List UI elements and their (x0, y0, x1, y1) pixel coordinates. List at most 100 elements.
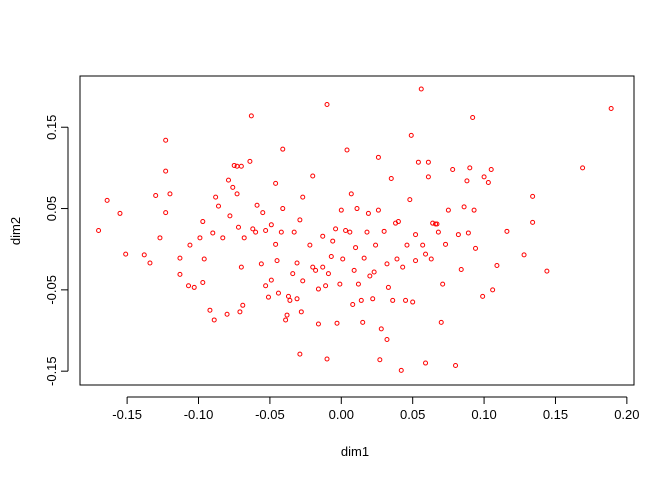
point (263, 283, 269, 289)
point (334, 320, 340, 326)
point (280, 206, 286, 212)
point (384, 261, 390, 267)
point (488, 167, 494, 173)
point (467, 165, 473, 171)
point (297, 217, 303, 223)
point (413, 258, 419, 264)
point (544, 268, 550, 274)
point (310, 264, 316, 270)
point (440, 281, 446, 287)
point (420, 242, 426, 248)
point (490, 287, 496, 293)
point (278, 229, 284, 235)
point (191, 284, 197, 290)
point (163, 168, 169, 174)
point (104, 197, 110, 203)
point (325, 271, 331, 277)
point (580, 165, 586, 171)
point (407, 197, 413, 203)
point (287, 297, 293, 303)
point (425, 174, 431, 180)
point (300, 278, 306, 284)
point (367, 273, 373, 279)
point (153, 193, 159, 199)
point (504, 228, 510, 234)
point (494, 262, 500, 268)
point (445, 207, 451, 213)
point (260, 210, 266, 216)
point (381, 228, 387, 234)
point (263, 228, 269, 233)
point (313, 267, 319, 273)
point (455, 232, 461, 238)
point (297, 351, 303, 357)
point (238, 264, 244, 270)
point (211, 317, 217, 323)
point (355, 281, 361, 287)
point (167, 191, 173, 197)
point (248, 113, 254, 119)
point (351, 267, 357, 273)
point (220, 235, 226, 241)
point (273, 180, 279, 186)
point (247, 158, 253, 164)
point (375, 154, 381, 160)
point (408, 132, 414, 138)
point (418, 86, 424, 92)
point (207, 307, 213, 313)
point (330, 238, 336, 244)
point (450, 167, 456, 173)
point (358, 297, 364, 303)
point (398, 367, 404, 373)
point (234, 191, 240, 197)
point (163, 137, 169, 143)
x-tick-label: 0.15 (543, 407, 568, 422)
point (320, 264, 326, 270)
point (373, 242, 379, 248)
point (400, 264, 406, 270)
point (268, 277, 274, 283)
point (96, 228, 102, 233)
point (294, 260, 300, 266)
point (395, 219, 401, 225)
y-tick-label: -0.05 (44, 275, 59, 305)
point (250, 226, 256, 232)
point (163, 210, 169, 216)
point (377, 357, 383, 363)
point (238, 163, 244, 169)
point (177, 255, 183, 261)
point (423, 251, 429, 257)
y-tick-label: 0.05 (44, 196, 59, 221)
y-axis-label: dim2 (8, 217, 23, 245)
point (216, 203, 221, 209)
point (280, 146, 286, 152)
point (333, 226, 339, 232)
point (210, 230, 216, 236)
point (608, 106, 614, 112)
point (453, 362, 459, 368)
point (227, 213, 233, 219)
point (230, 184, 236, 190)
point (438, 319, 444, 325)
point (481, 174, 487, 180)
x-tick-label: 0.20 (614, 407, 639, 422)
point (291, 229, 297, 235)
point (224, 311, 230, 317)
point (350, 301, 356, 307)
point (521, 252, 527, 258)
point (344, 147, 350, 153)
point (378, 326, 384, 332)
point (348, 191, 354, 197)
point (385, 284, 391, 290)
point (323, 283, 329, 289)
point (275, 290, 281, 296)
point (347, 229, 353, 235)
point (284, 312, 290, 318)
point (530, 193, 536, 199)
point (315, 286, 321, 292)
point (307, 242, 313, 248)
point (464, 178, 470, 184)
point (237, 309, 243, 315)
point (225, 177, 231, 183)
